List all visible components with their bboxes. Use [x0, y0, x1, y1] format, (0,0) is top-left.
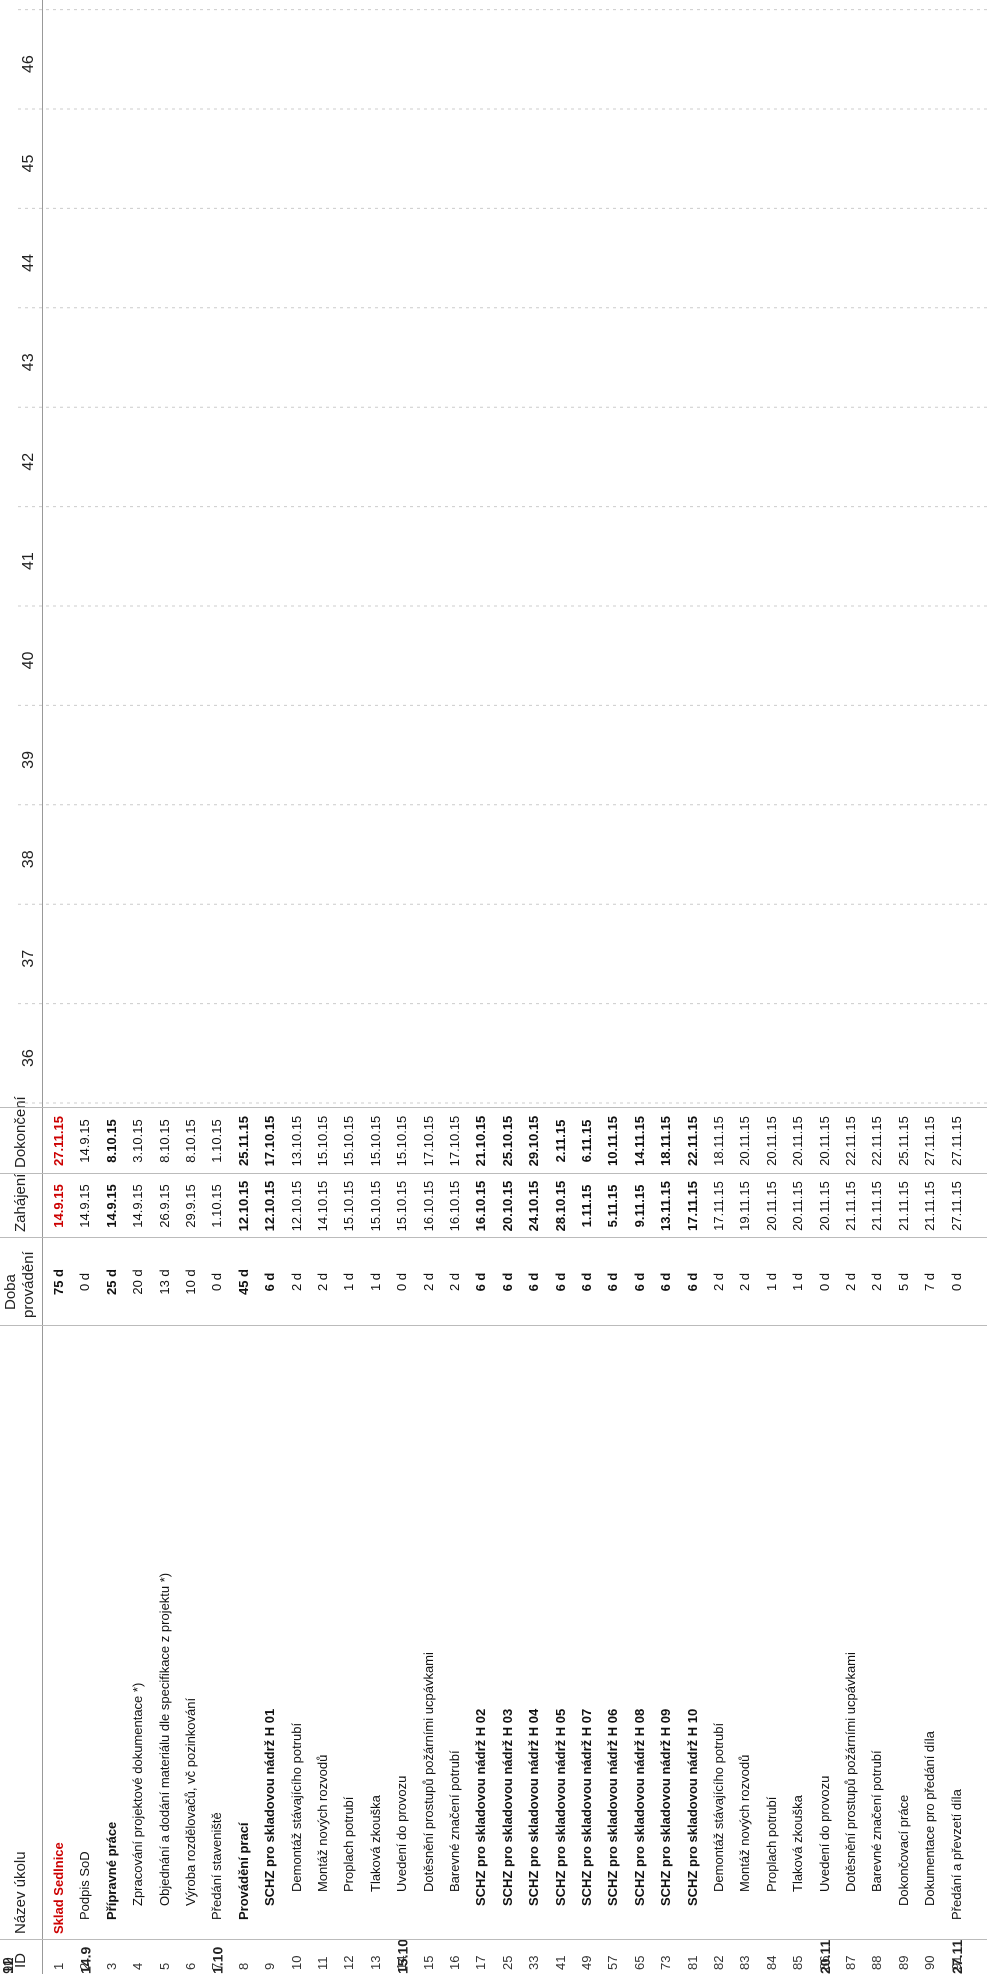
column-divider [0, 1325, 987, 1326]
milestone-date-label: 1.10 [210, 1947, 226, 1974]
milestone-date-label: 20.11 [817, 1940, 833, 1974]
column-divider [0, 1939, 987, 1940]
column-divider [0, 1173, 987, 1174]
milestone-date-label: 27.11 [949, 1940, 965, 1974]
column-divider [0, 1107, 987, 1108]
milestone-date-label: 14.9 [78, 1947, 94, 1974]
milestone-date-label: 15.10 [394, 1939, 410, 1974]
column-divider [0, 1237, 987, 1238]
